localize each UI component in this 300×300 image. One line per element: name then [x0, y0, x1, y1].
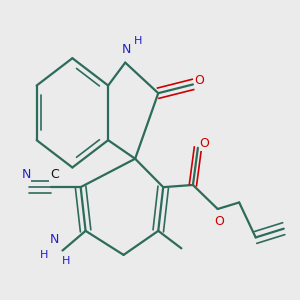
Text: N: N — [22, 168, 31, 182]
Text: H: H — [40, 250, 49, 260]
Text: O: O — [214, 215, 224, 228]
Text: C: C — [50, 168, 58, 182]
Text: O: O — [200, 137, 209, 150]
Text: N: N — [50, 233, 59, 246]
Text: H: H — [61, 256, 70, 266]
Text: O: O — [195, 74, 205, 87]
Text: N: N — [122, 43, 132, 56]
Text: H: H — [134, 36, 142, 46]
